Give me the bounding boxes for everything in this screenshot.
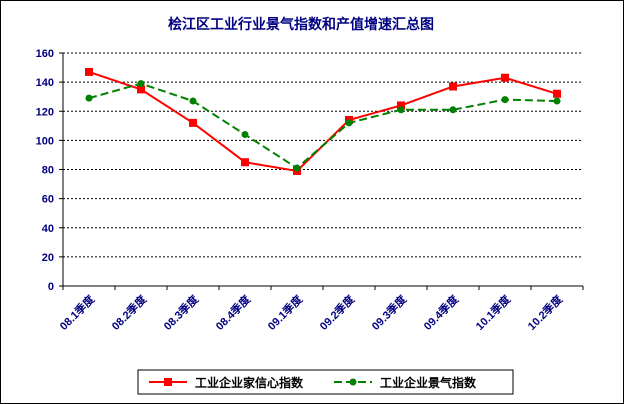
data-point [553, 89, 561, 98]
legend-label: 工业企业家信心指数 [195, 375, 304, 390]
data-point [137, 80, 145, 88]
y-tick-label: 100 [36, 135, 54, 147]
y-tick-label: 0 [48, 281, 54, 293]
chart-title: 桧江区工业行业景气指数和产值增速汇总图 [168, 16, 434, 33]
data-point [449, 106, 457, 114]
data-point [189, 118, 197, 127]
y-tick-label: 20 [42, 252, 54, 264]
x-tick-label: 08.3季度 [161, 292, 202, 333]
data-point [501, 73, 509, 82]
x-tick-label: 10.2季度 [525, 292, 566, 333]
y-tick-label: 80 [42, 165, 54, 177]
x-tick-label: 09.2季度 [317, 292, 358, 333]
data-point [397, 101, 405, 110]
x-tick-label: 09.4季度 [421, 292, 462, 333]
data-point [397, 106, 405, 114]
data-point [241, 131, 249, 139]
data-point [293, 164, 301, 172]
x-tick-label: 08.1季度 [57, 292, 98, 333]
y-tick-label: 60 [42, 194, 54, 206]
data-point [85, 67, 93, 76]
series-line [88, 82, 558, 170]
data-point [85, 94, 93, 102]
legend-box [137, 369, 514, 395]
legend: 工业企业家信心指数 工业企业景气指数 [137, 369, 514, 395]
series-2 [85, 80, 561, 172]
x-tick-label: 08.4季度 [213, 292, 254, 333]
grid-lines [63, 52, 583, 258]
x-axis-ticks: 08.1季度 08.2季度 08.3季度 08.4季度 09.1季度 09.2季度 09.3… [57, 286, 584, 333]
legend-label: 工业企业景气指数 [380, 375, 477, 390]
data-point [137, 85, 145, 94]
data-point [501, 96, 509, 104]
x-tick-label: 09.1季度 [265, 292, 306, 333]
data-point [241, 158, 249, 167]
y-axis-ticks: 0 20 40 60 80 100 120 140 160 [36, 48, 63, 293]
y-tick-label: 160 [36, 48, 54, 60]
legend-marker [349, 378, 357, 386]
y-tick-label: 40 [42, 223, 54, 235]
x-tick-label: 09.3季度 [369, 292, 410, 333]
y-tick-label: 140 [36, 77, 54, 89]
y-tick-label: 120 [36, 106, 54, 118]
x-tick-label: 10.1季度 [473, 292, 514, 333]
data-point [189, 97, 197, 105]
data-point [449, 82, 457, 91]
legend-marker [164, 378, 172, 386]
x-tick-label: 08.2季度 [109, 292, 150, 333]
series-layer [85, 67, 561, 175]
data-point [345, 119, 353, 127]
data-point [553, 97, 561, 105]
